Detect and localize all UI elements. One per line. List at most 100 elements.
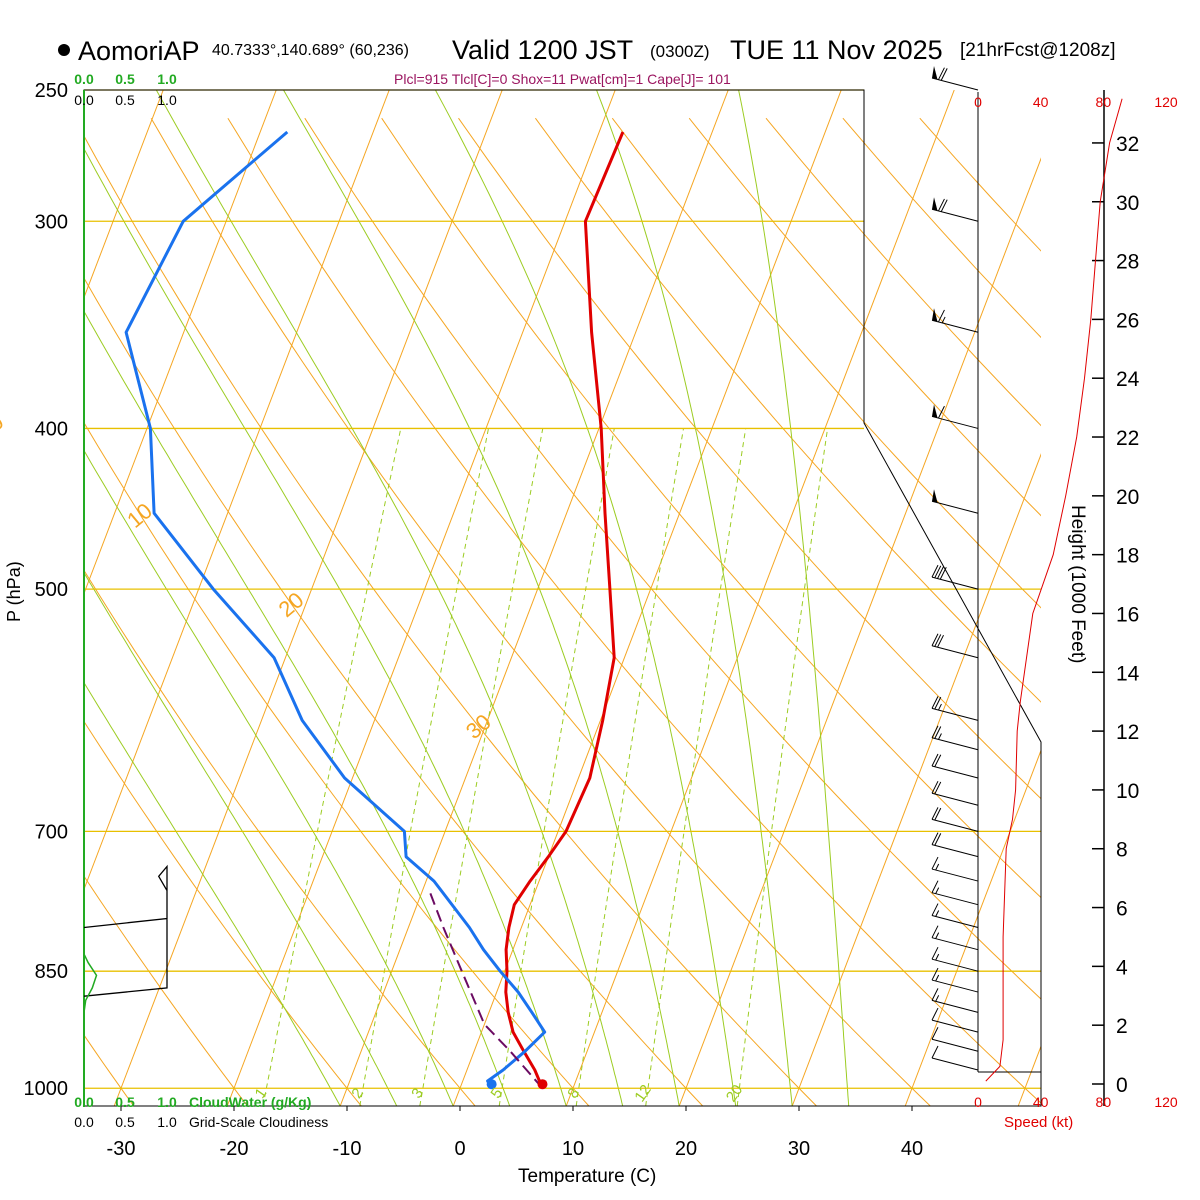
- cloudiness-legend: Grid-Scale Cloudiness: [189, 1114, 328, 1130]
- height-tick-label: 2: [1116, 1015, 1128, 1038]
- moist-adiabat-line: [84, 571, 398, 1106]
- cloudiness-scale-label-bottom: 0.0: [74, 1114, 94, 1130]
- dry-adiabat-line: [0, 118, 20, 1106]
- dry-adiabat-line: [150, 117, 931, 1106]
- speed-tick-label-top: 0: [974, 94, 982, 110]
- cloudiness-scale-label-top: 0.5: [115, 92, 135, 108]
- height-tick-label: 26: [1116, 309, 1139, 332]
- cloudwater-scale-label-bottom: 0.5: [115, 1094, 135, 1110]
- wind-barb: [931, 1027, 979, 1052]
- moist-adiabat-line: [595, 90, 793, 1106]
- wind-barb: [931, 696, 979, 721]
- dry-adiabat-line: [534, 117, 1041, 703]
- temperature-tick-label: -20: [220, 1138, 249, 1160]
- mixing-ratio-line: [262, 428, 402, 1106]
- zulu-time: (0300Z): [650, 42, 710, 61]
- pressure-tick-label: 700: [35, 821, 68, 843]
- temperature-tick-label: -10: [333, 1138, 362, 1160]
- cloudwater-profile: [84, 953, 98, 1013]
- isotherm-line: [1017, 1044, 1041, 1106]
- moist-adiabat-line: [434, 90, 737, 1106]
- mixing-ratio-line: [419, 428, 544, 1106]
- speed-tick-label-top: 120: [1154, 94, 1178, 110]
- mixing-ratio-line: [736, 428, 829, 1106]
- dry-adiabat-line: [611, 117, 1041, 609]
- wind-barb: [931, 725, 979, 751]
- height-tick-label: 0: [1116, 1074, 1128, 1097]
- wind-speed-profile: [985, 98, 1123, 1082]
- wind-barb: [931, 856, 979, 882]
- speed-tick-label-bottom: 120: [1154, 1094, 1178, 1110]
- wind-barb: [931, 66, 979, 91]
- height-tick-label: 16: [1116, 603, 1139, 626]
- dry-adiabat-line: [458, 117, 1041, 800]
- isotherm-line: [339, 90, 729, 1106]
- isotherm-line: [226, 90, 616, 1106]
- speed-tick-label-top: 40: [1033, 94, 1049, 110]
- moist-adiabat-line: [84, 310, 511, 1106]
- cloudwater-scale-label-top: 0.0: [74, 71, 94, 87]
- mixing-ratio-label: 12: [631, 1082, 654, 1105]
- pressure-tick-label: 1000: [24, 1078, 69, 1100]
- valid-date: TUE 11 Nov 2025: [730, 35, 943, 65]
- dry-adiabat-line: [84, 277, 704, 1106]
- height-tick-label: 12: [1116, 721, 1139, 744]
- moist-adiabat-line: [155, 90, 624, 1106]
- cloudiness-scale-label-top: 0.0: [74, 92, 94, 108]
- wind-barb: [931, 1045, 979, 1071]
- wind-barb: [931, 308, 979, 333]
- speed-tick-label-top: 80: [1096, 94, 1112, 110]
- station-marker-icon: [58, 44, 70, 56]
- wind-barb: [931, 946, 979, 972]
- moist-adiabat-line: [84, 449, 454, 1106]
- isotherm-line: [113, 90, 503, 1106]
- temperature-tick-label: 20: [675, 1138, 697, 1160]
- pressure-tick-label: 500: [35, 579, 68, 601]
- temperature-tick-label: 30: [788, 1138, 810, 1160]
- dry-adiabat-label: 0: [0, 409, 8, 436]
- height-tick-label: 14: [1116, 662, 1140, 685]
- pressure-tick-label: 400: [35, 418, 68, 440]
- isotherm-line: [678, 157, 1041, 1106]
- speed-tick-label-bottom: 0: [974, 1094, 982, 1110]
- height-tick-label: 4: [1116, 956, 1128, 979]
- forecast-info: [21hrFcst@1208z]: [960, 40, 1116, 61]
- wind-barb: [931, 903, 979, 929]
- isotherm-line: [84, 90, 164, 299]
- plot-frame: [83, 89, 1042, 1107]
- valid-time: Valid 1200 JST: [452, 35, 634, 65]
- dry-adiabat-line: [84, 875, 248, 1106]
- wind-barb: [931, 1007, 979, 1033]
- moist-adiabat-line: [84, 681, 341, 1106]
- cloudwater-legend: CloudWater (g/Kg): [189, 1094, 311, 1110]
- speed-axis-label: Speed (kt): [1004, 1114, 1074, 1131]
- moist-adiabat-line: [282, 90, 680, 1106]
- isotherm-line: [565, 90, 955, 1106]
- isotherm-line: [904, 749, 1041, 1106]
- wind-barb: [931, 880, 979, 906]
- pressure-tick-label: 850: [35, 961, 68, 983]
- dry-adiabat-line: [84, 569, 476, 1106]
- pressure-tick-label: 300: [35, 211, 68, 233]
- wind-barb: [931, 404, 979, 429]
- moist-adiabat-line: [738, 90, 850, 1106]
- mixing-ratio-label: 20: [723, 1082, 746, 1105]
- height-tick-label: 32: [1116, 133, 1139, 156]
- dewpoint-line: [124, 130, 547, 1089]
- dry-adiabat-line: [84, 1034, 135, 1106]
- surface-temperature-point: [537, 1079, 548, 1090]
- cloudiness-scale-label-bottom: 1.0: [157, 1114, 177, 1130]
- height-tick-label: 24: [1116, 368, 1140, 391]
- station-coordinates: 40.7333°,140.689° (60,236): [212, 42, 409, 59]
- wind-barb: [931, 925, 979, 951]
- height-tick-label: 20: [1116, 486, 1139, 509]
- temperature-tick-label: 10: [562, 1138, 584, 1160]
- wind-barb: [931, 988, 979, 1013]
- isotherm-line: [452, 90, 842, 1106]
- mixing-ratio-line: [575, 428, 684, 1106]
- mixing-ratio-line: [498, 428, 615, 1106]
- height-tick-label: 30: [1116, 192, 1139, 215]
- dry-adiabat-line: [84, 421, 590, 1106]
- wind-barb: [931, 832, 979, 858]
- cloudiness-profile: [84, 864, 168, 997]
